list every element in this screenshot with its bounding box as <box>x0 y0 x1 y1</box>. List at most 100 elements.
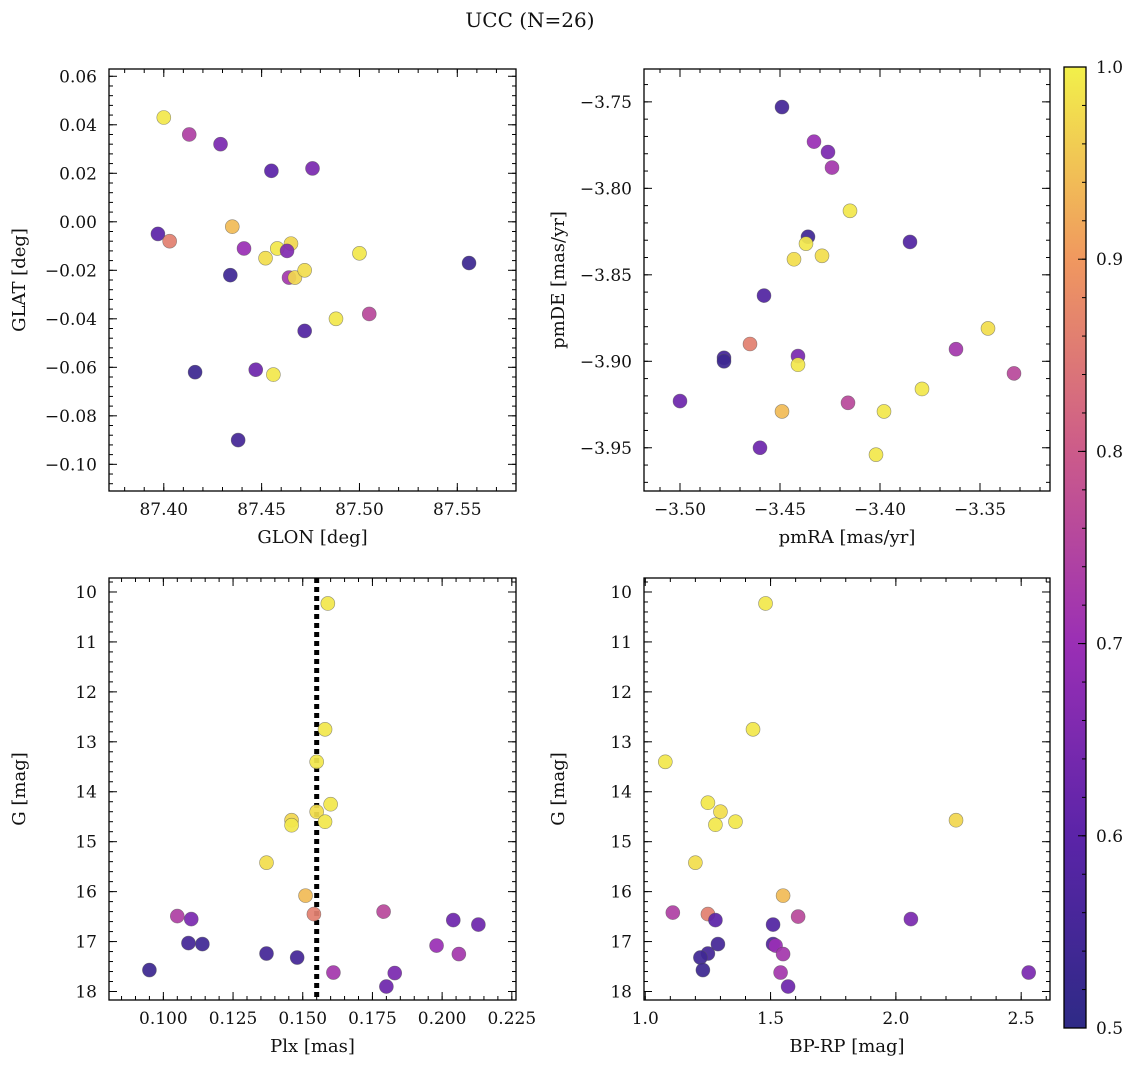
data-point <box>752 440 768 456</box>
x-tick-label: 0.175 <box>348 1009 397 1029</box>
y-tick-label: −3.80 <box>580 179 632 199</box>
colorbar-tick-label: 0.5 <box>1096 1019 1123 1039</box>
data-point <box>786 251 802 267</box>
x-tick-label: 0.125 <box>209 1009 258 1029</box>
y-axis-label: pmDE [mas/yr] <box>548 211 569 349</box>
data-point <box>1021 965 1036 980</box>
data-point <box>195 936 210 952</box>
x-tick-label: −3.45 <box>754 500 806 520</box>
data-point <box>213 136 228 152</box>
data-point <box>756 288 772 303</box>
colorbar-frame <box>1063 66 1087 1029</box>
x-axis-label: BP-RP [mag] <box>789 1036 904 1057</box>
data-point <box>713 804 728 820</box>
y-tick-label: 11 <box>75 633 97 653</box>
data-point <box>169 908 185 924</box>
y-tick-label: −3.95 <box>580 439 632 459</box>
data-point <box>868 447 884 462</box>
colorbar-tick-label: 1.0 <box>1096 58 1123 78</box>
data-point <box>790 357 806 373</box>
data-point <box>471 917 486 932</box>
data-point <box>716 353 732 369</box>
x-tick-label: 87.40 <box>139 500 188 520</box>
data-point <box>814 248 830 264</box>
x-tick-label: −3.50 <box>654 500 706 520</box>
y-tick-label: 16 <box>75 883 97 903</box>
colorbar-tick-label: 0.8 <box>1096 442 1123 462</box>
y-tick-label: 12 <box>610 683 632 703</box>
x-tick-label: 1.0 <box>632 1009 659 1029</box>
y-tick-label: 18 <box>610 983 632 1003</box>
data-point <box>181 935 196 951</box>
panel-1: 87.40 87.45 87.50 87.55 0.06 0.04 0.02 0.00 −0.0… <box>9 67 517 548</box>
panel-2: −3.50 −3.45 −3.40 −3.35 −3.75 −3.80 −3.85 −3.90… <box>548 68 1051 548</box>
y-tick-label: −0.06 <box>45 358 97 378</box>
y-tick-label: 12 <box>75 683 97 703</box>
y-tick-label: 18 <box>75 983 97 1003</box>
data-point <box>695 962 711 978</box>
data-point <box>323 796 338 812</box>
x-tick-label: 87.55 <box>433 500 482 520</box>
data-point <box>326 965 341 980</box>
data-point <box>774 99 790 115</box>
x-axis-label: Plx [mas] <box>270 1036 355 1057</box>
colorbar-tick-label: 0.6 <box>1096 827 1123 847</box>
colorbar-gradient <box>1064 67 1086 1028</box>
y-tick-label: 13 <box>75 733 97 753</box>
y-tick-label: 17 <box>75 933 97 953</box>
data-point <box>142 962 157 978</box>
axes-frame <box>643 68 1051 492</box>
data-point <box>774 404 790 419</box>
data-point <box>765 917 781 932</box>
data-point <box>775 946 791 962</box>
y-tick-label: −3.75 <box>580 93 632 113</box>
axes-frame <box>108 68 517 492</box>
data-point <box>224 219 240 234</box>
data-point <box>298 888 313 903</box>
data-point <box>948 812 964 828</box>
data-point <box>876 404 892 419</box>
data-point <box>379 979 394 994</box>
y-axis-label: G [mag] <box>9 752 30 825</box>
data-point <box>156 110 172 125</box>
x-tick-label: −3.40 <box>854 500 906 520</box>
data-point <box>258 250 273 266</box>
data-point <box>1006 366 1022 381</box>
x-axis-label: GLON [deg] <box>257 527 367 548</box>
data-point <box>798 236 814 251</box>
data-point <box>264 163 279 179</box>
y-tick-label: −0.02 <box>45 261 97 281</box>
data-point <box>187 364 203 380</box>
y-tick-label: −3.85 <box>580 266 632 286</box>
y-tick-label: 15 <box>75 833 97 853</box>
data-point <box>259 855 274 870</box>
data-point <box>445 912 461 928</box>
x-axis-label: pmRA [mas/yr] <box>779 527 916 548</box>
data-point <box>230 432 246 448</box>
data-point <box>914 381 930 397</box>
data-point <box>162 233 177 249</box>
y-tick-label: 11 <box>610 633 632 653</box>
colorbar-tick-label: 0.7 <box>1096 635 1123 655</box>
data-point <box>183 911 199 927</box>
data-point <box>840 395 856 411</box>
x-tick-label: 2.5 <box>1008 1009 1035 1029</box>
data-point <box>745 722 761 737</box>
panel-4: 1.0 1.5 2.0 2.5 10 11 12 13 14 15 16 17 18 BP-RP [mag… <box>548 577 1051 1057</box>
y-tick-label: 17 <box>610 933 632 953</box>
data-point <box>259 946 274 961</box>
panel-3: 0.100 0.125 0.150 0.175 0.200 0.225 10 11 12 13 14… <box>9 577 536 1057</box>
data-point <box>328 311 344 327</box>
y-tick-label: 0.00 <box>59 213 97 233</box>
data-point <box>236 241 252 256</box>
x-tick-label: 0.225 <box>487 1009 536 1029</box>
data-point <box>948 341 964 357</box>
y-tick-label: −3.90 <box>580 352 632 372</box>
data-point <box>309 804 324 820</box>
y-tick-label: −0.10 <box>45 455 97 475</box>
data-point <box>824 160 840 175</box>
colorbar: 0.5 0.6 0.7 0.8 0.9 1.0 <box>1063 58 1123 1039</box>
y-tick-label: −0.08 <box>45 407 97 427</box>
y-tick-label: 14 <box>75 783 97 803</box>
data-point <box>742 336 758 352</box>
